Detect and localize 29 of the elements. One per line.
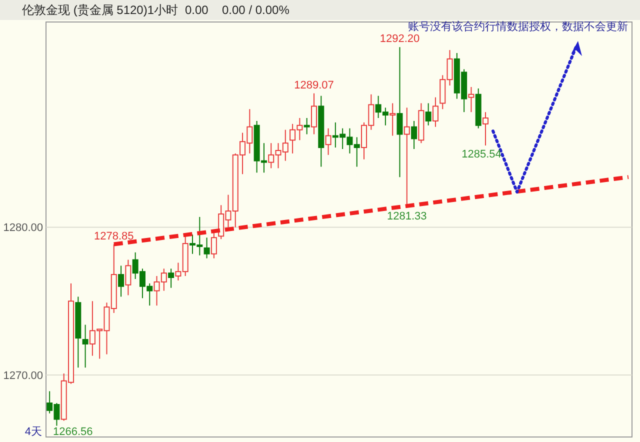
annotation: 1278.85 — [94, 230, 134, 242]
text: 0.00 / 0.00% — [222, 3, 290, 17]
candlestick — [396, 46, 403, 178]
candlestick — [210, 231, 217, 259]
candlestick — [118, 265, 124, 298]
annotation: 1285.54 — [462, 148, 502, 160]
annotation: 账号没有该合约行情数据授权，数据不会更新 — [408, 20, 628, 33]
y-tick-label: 1270.00 — [3, 370, 43, 382]
candlestick — [468, 86, 474, 113]
chart-title: 伦敦金现 (贵金属 5120)1小时 — [22, 3, 178, 17]
annotation: 1266.56 — [53, 426, 93, 438]
candlestick — [425, 102, 432, 126]
candlestick — [482, 112, 488, 146]
candlestick — [325, 128, 332, 156]
candlestick — [390, 102, 396, 136]
candlestick — [411, 120, 418, 150]
candlestick — [125, 259, 132, 296]
candlestick — [82, 324, 88, 368]
candlestick — [304, 117, 310, 135]
candlestick — [204, 237, 210, 259]
text: 0.00 — [185, 3, 209, 17]
candlestick — [168, 268, 174, 288]
y-tick-label: 1280.00 — [3, 222, 43, 234]
text: 4天 — [24, 426, 42, 438]
candlestick — [432, 96, 438, 128]
candlestick — [310, 92, 317, 135]
annotation: 1281.33 — [387, 210, 427, 223]
annotation: 1292.20 — [380, 33, 420, 46]
annotation: 1289.07 — [294, 79, 334, 92]
